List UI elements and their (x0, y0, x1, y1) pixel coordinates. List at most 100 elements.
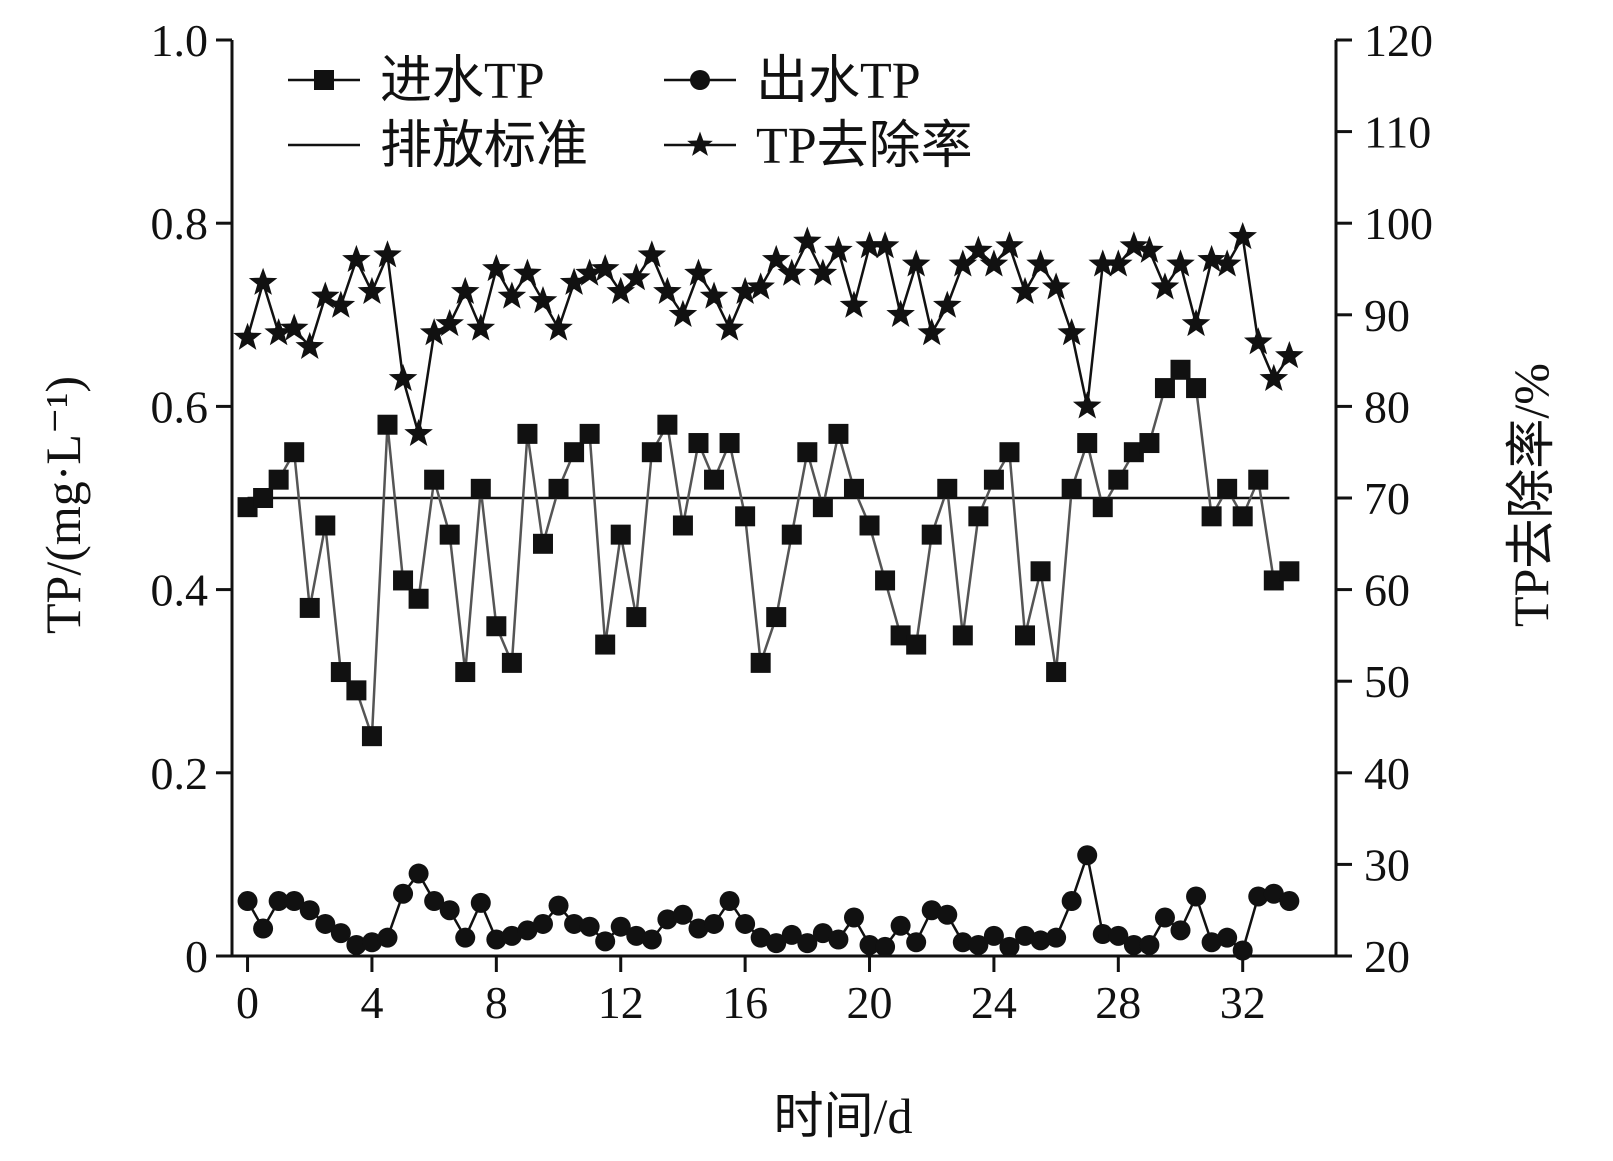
legend-swatch-marker (687, 131, 713, 156)
effluent-tp-point (937, 904, 958, 925)
legend-swatch-marker (690, 70, 710, 90)
removal-rate-point (1228, 221, 1257, 250)
influent-tp-point (1108, 469, 1129, 490)
removal-rate-point (233, 322, 262, 350)
influent-tp-point (595, 634, 616, 655)
removal-rate-point (1197, 244, 1226, 272)
influent-tp-point (812, 497, 833, 518)
influent-tp-point (346, 680, 367, 701)
y-left-axis-title: TP/(mg·L⁻¹) (35, 376, 91, 634)
effluent-tp-point (486, 929, 507, 950)
x-tick-label: 20 (847, 977, 893, 1028)
removal-rate-point (824, 235, 853, 263)
influent-tp-point (781, 524, 802, 545)
effluent-tp-point (1186, 886, 1207, 907)
y-right-tick-label: 110 (1364, 107, 1431, 158)
effluent-tp-point (735, 913, 756, 934)
removal-rate-point (311, 281, 340, 309)
effluent-tp-point (253, 918, 274, 939)
influent-tp-point (315, 515, 336, 536)
effluent-tp-point (1154, 907, 1175, 928)
influent-tp-point (564, 442, 585, 463)
influent-tp-point (253, 488, 274, 508)
series-line (246, 368, 1290, 738)
y-right-tick-label: 80 (1364, 381, 1410, 432)
effluent-tp-point (641, 929, 662, 950)
effluent-tp-point (532, 913, 553, 934)
effluent-tp-point (890, 915, 911, 936)
removal-rate-point (1150, 272, 1180, 300)
removal-rate-point (917, 318, 946, 346)
influent-tp-point (1015, 625, 1036, 646)
removal-rate-point (668, 299, 698, 327)
effluent-tp-point (952, 932, 973, 953)
influent-tp-point (983, 469, 1004, 490)
influent-tp-point (284, 442, 305, 463)
effluent-tp-point (968, 935, 989, 956)
influent-tp-point (548, 478, 569, 499)
removal-rate-point (1072, 391, 1102, 419)
removal-rate-point (264, 318, 293, 346)
removal-rate-point (279, 313, 309, 341)
removal-rate-point (761, 244, 791, 272)
y-right-tick-label: 20 (1364, 931, 1410, 982)
influent-tp-point (719, 433, 740, 454)
removal-rate-point (964, 235, 993, 263)
removal-rate-point (886, 299, 915, 327)
removal-rate-point (1088, 249, 1118, 277)
influent-tp-point (1123, 442, 1144, 463)
effluent-tp-point (672, 904, 693, 925)
series-layer (233, 221, 1304, 961)
y-left-tick-label: 1.0 (151, 15, 209, 66)
y-left-tick-label: 0.6 (151, 381, 209, 432)
removal-rate-point (622, 263, 651, 291)
removal-rate-point (419, 318, 449, 346)
effluent-tp-point (766, 933, 787, 954)
effluent-tp-point (455, 927, 476, 948)
y-left-tick-label: 0 (185, 931, 208, 982)
effluent-tp-point (797, 933, 818, 954)
influent-tp-point (393, 570, 414, 591)
influent-tp-point (921, 524, 942, 545)
x-tick-label: 16 (722, 977, 768, 1028)
influent-tp-point (237, 497, 258, 518)
influent-tp-point (672, 515, 693, 536)
influent-tp-point (610, 524, 631, 545)
effluent-tp-point (284, 891, 305, 912)
y-right-tick-label: 50 (1364, 656, 1410, 707)
effluent-tp-point (1217, 927, 1238, 948)
y-left-tick-label: 0.2 (151, 748, 209, 799)
influent-tp-point (735, 506, 756, 527)
influent-tp-point (408, 588, 429, 609)
effluent-tp-point (983, 925, 1004, 946)
removal-rate-point (715, 313, 744, 341)
y-right-tick-label: 120 (1364, 15, 1433, 66)
removal-rate-point (699, 281, 729, 309)
removal-rate-point (855, 231, 884, 259)
y-left-tick-label: 0.4 (151, 565, 209, 616)
effluent-tp-point (564, 913, 585, 934)
effluent-tp-point (906, 932, 927, 953)
removal-rate-point (1041, 272, 1071, 300)
influent-tp-point (1217, 478, 1238, 499)
influent-tp-point (361, 726, 382, 747)
removal-rate-point (1166, 249, 1195, 277)
removal-rate-point (1104, 249, 1133, 277)
effluent-tp-point (750, 927, 771, 948)
removal-rate-point (342, 244, 371, 272)
legend: 进水TP 出水TP 排放标准 TP去除率 (288, 53, 973, 175)
influent-tp-point (704, 469, 725, 490)
removal-rate-point (839, 290, 869, 318)
influent-tp-point (268, 469, 289, 490)
removal-rate-point (637, 240, 667, 268)
y-right-axis-title: TP去除率/% (1503, 363, 1559, 627)
removal-rate-point (450, 276, 480, 305)
removal-rate-point (435, 308, 464, 337)
influent-tp-point (1139, 433, 1160, 454)
effluent-tp-point (470, 892, 491, 913)
removal-rate-point (559, 267, 589, 295)
effluent-tp-point (921, 900, 942, 921)
effluent-tp-point (1108, 925, 1129, 946)
removal-rate-point (793, 226, 822, 254)
